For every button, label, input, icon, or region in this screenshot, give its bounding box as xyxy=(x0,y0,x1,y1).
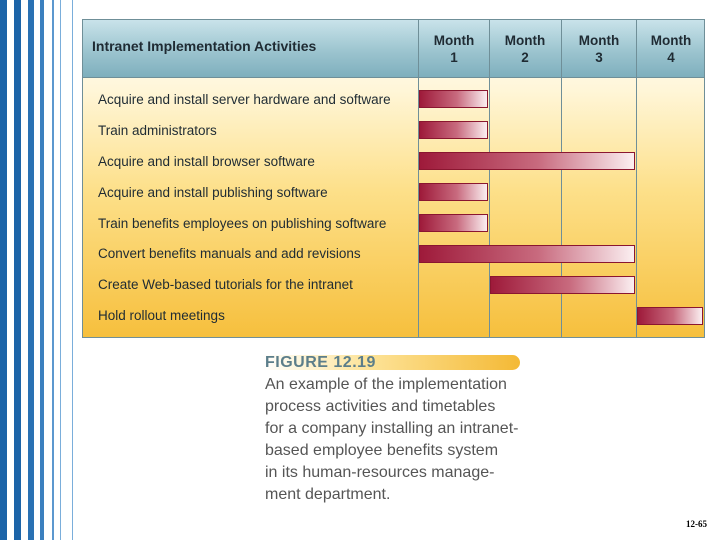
month-header-2: Month 2 xyxy=(489,32,561,66)
task-bar xyxy=(419,152,635,170)
caption-line: ment department. xyxy=(265,486,391,503)
month-label: Month xyxy=(578,33,620,48)
caption-line: based employee benefits system xyxy=(265,442,499,459)
month-label: Month xyxy=(650,33,692,48)
month-header-4: Month 4 xyxy=(635,32,707,66)
task-label: Train administrators xyxy=(98,123,217,138)
task-label: Hold rollout meetings xyxy=(98,308,225,323)
task-label: Acquire and install browser software xyxy=(98,154,315,169)
caption-line: An example of the implementation xyxy=(265,376,507,393)
caption-line: in its human-resources manage- xyxy=(265,464,495,481)
task-label: Train benefits employees on publishing s… xyxy=(98,216,387,231)
month-number: 2 xyxy=(521,50,529,65)
task-label: Acquire and install server hardware and … xyxy=(98,92,391,107)
grid-line xyxy=(418,20,419,337)
decorative-stripes xyxy=(0,0,80,540)
figure-label: FIGURE 12.19 xyxy=(265,354,376,371)
chart-header xyxy=(83,20,704,78)
task-bar xyxy=(419,183,488,201)
stripe xyxy=(28,0,34,540)
gantt-chart: Intranet Implementation Activities Month… xyxy=(82,19,705,338)
grid-line xyxy=(489,20,490,337)
task-label: Convert benefits manuals and add revisio… xyxy=(98,246,361,261)
month-header-3: Month 3 xyxy=(563,32,635,66)
figure-label-band xyxy=(262,355,520,370)
task-bar xyxy=(490,276,635,294)
task-bar xyxy=(419,214,488,232)
task-bar xyxy=(637,307,703,325)
grid-line xyxy=(636,20,637,337)
month-number: 3 xyxy=(595,50,603,65)
stripe xyxy=(52,0,54,540)
task-label: Acquire and install publishing software xyxy=(98,185,328,200)
grid-line xyxy=(561,20,562,337)
task-label: Create Web-based tutorials for the intra… xyxy=(98,277,353,292)
task-bar xyxy=(419,245,635,263)
stripe xyxy=(60,0,61,540)
stripe xyxy=(14,0,21,540)
stripe xyxy=(72,0,73,540)
page-number: 12-65 xyxy=(686,519,707,529)
stripe xyxy=(40,0,44,540)
caption-line: for a company installing an intranet- xyxy=(265,420,519,437)
chart-title: Intranet Implementation Activities xyxy=(92,38,317,54)
month-number: 1 xyxy=(450,50,458,65)
month-header-1: Month 1 xyxy=(418,32,490,66)
stripe xyxy=(0,0,7,540)
caption-line: process activities and timetables xyxy=(265,398,496,415)
task-bar xyxy=(419,90,488,108)
month-label: Month xyxy=(433,33,475,48)
month-label: Month xyxy=(504,33,546,48)
month-number: 4 xyxy=(667,50,675,65)
task-bar xyxy=(419,121,488,139)
